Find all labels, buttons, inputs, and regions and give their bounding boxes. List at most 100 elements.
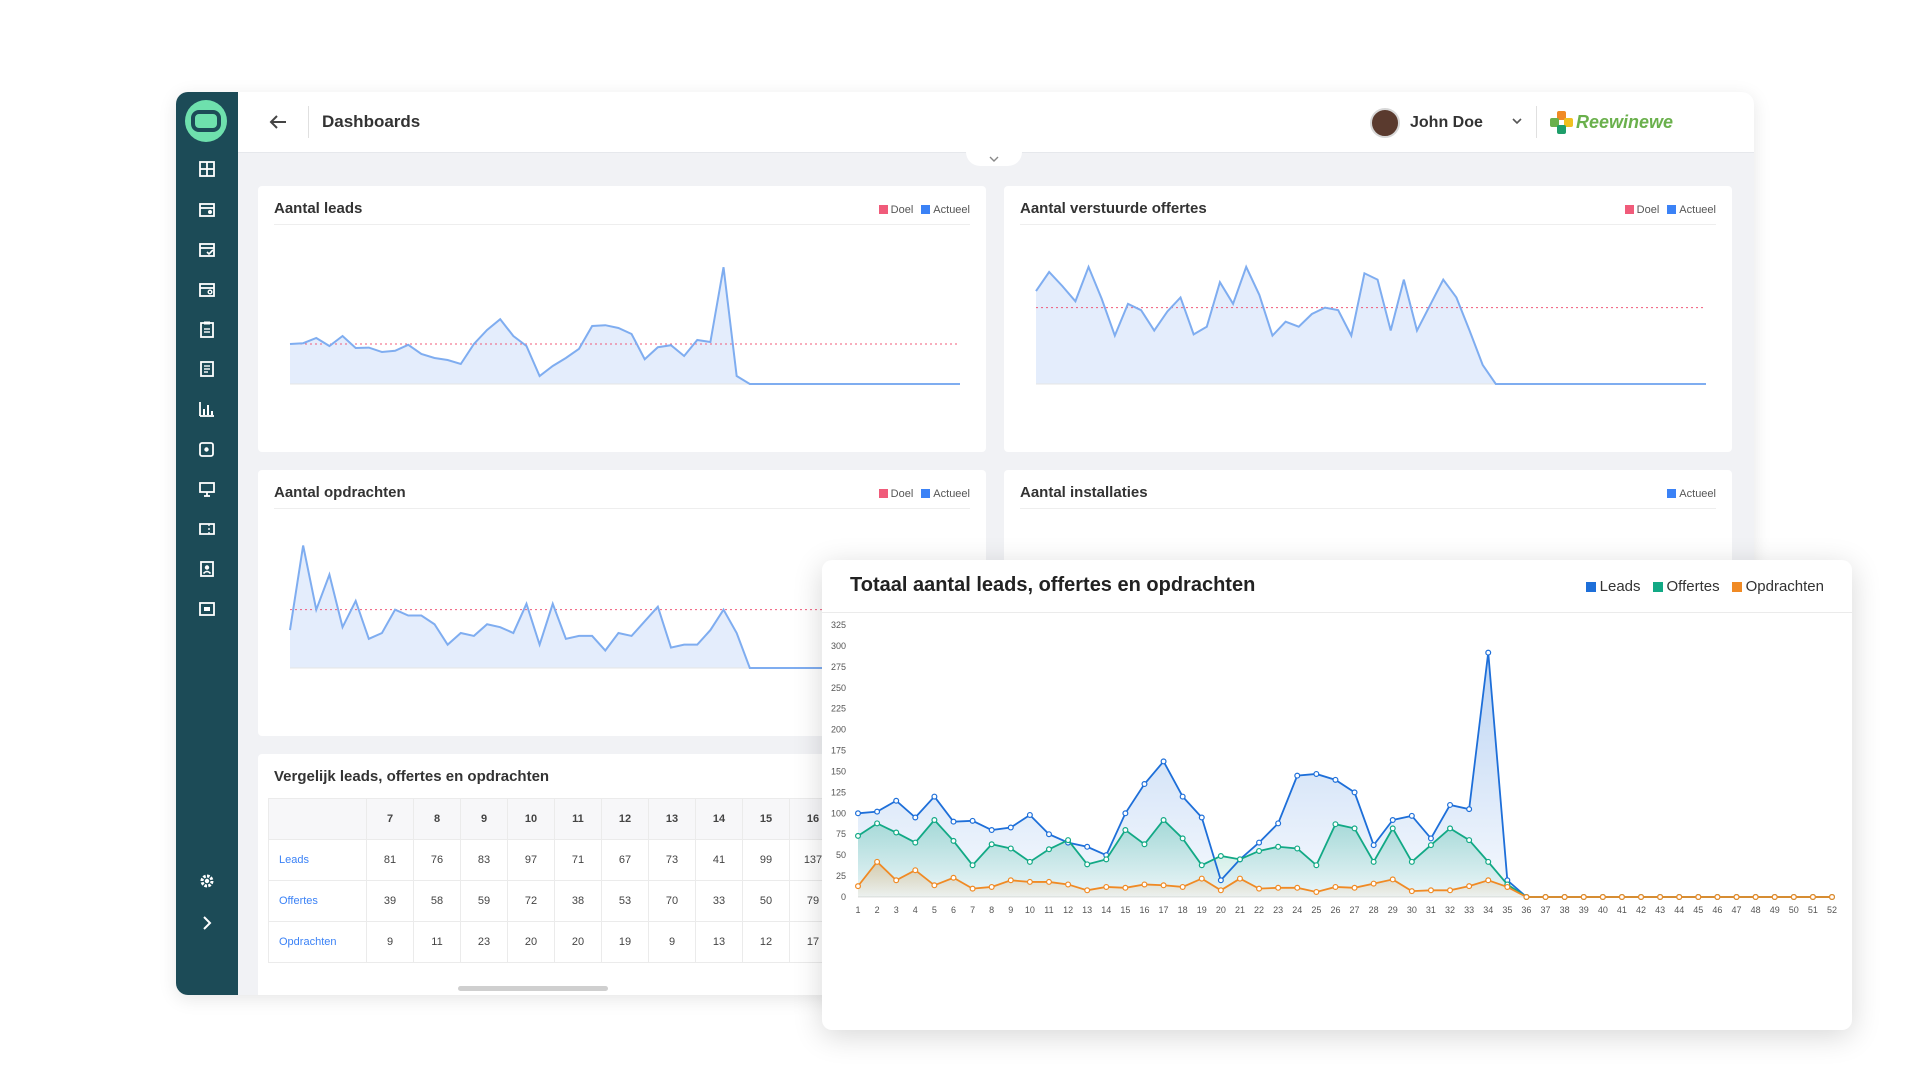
calendar-check-icon[interactable] [196,238,218,260]
x-tick-label: 11 [1044,905,1053,915]
table-cell: 97 [507,839,555,881]
document-icon[interactable] [196,358,218,380]
legend-item-actueel: Actueel [1667,204,1716,216]
x-tick-label: 23 [1273,905,1283,915]
x-tick-label: 24 [1292,905,1302,915]
data-point-opdrachten [1771,894,1778,901]
calendar-icon[interactable] [196,198,218,220]
card-title: Aantal installaties [1020,484,1148,501]
data-point-offertes [1122,827,1129,834]
x-tick-label: 16 [1139,905,1149,915]
avatar[interactable] [1370,108,1400,138]
data-point-opdrachten [1657,894,1664,901]
x-tick-label: 4 [913,905,918,915]
table-row-label[interactable]: Leads [268,839,367,881]
data-point-leads [969,817,976,824]
puzzle-icon[interactable] [196,438,218,460]
data-point-offertes [1294,845,1301,852]
card-legend: Doel Actueel [878,204,970,216]
presentation-icon[interactable] [196,478,218,500]
x-tick-label: 45 [1693,905,1703,915]
data-point-opdrachten [1160,882,1167,889]
legend-item-offertes[interactable]: Offertes [1652,578,1720,595]
table-cell: 33 [695,880,743,922]
calendar-user-icon[interactable] [196,278,218,300]
data-point-opdrachten [1141,881,1148,888]
data-point-offertes [1236,856,1243,863]
bar-chart-icon[interactable] [196,398,218,420]
mini-line [1035,264,1706,385]
data-point-leads [1370,842,1377,849]
data-point-opdrachten [1427,887,1434,894]
data-point-offertes [1351,825,1358,832]
data-point-opdrachten [1828,894,1835,901]
back-arrow-icon[interactable] [266,110,290,134]
data-point-offertes [1198,862,1205,869]
data-point-leads [1026,811,1033,818]
data-point-leads [1122,810,1129,817]
legend-item-actueel: Actueel [1667,488,1716,500]
data-point-opdrachten [1809,894,1816,901]
horizontal-scrollbar[interactable] [458,986,608,991]
data-point-opdrachten [874,858,881,865]
data-point-offertes [1256,847,1263,854]
app-logo-icon[interactable] [185,100,227,142]
x-tick-label: 12 [1063,905,1073,915]
table-cell: 76 [413,839,461,881]
data-point-opdrachten [1485,877,1492,884]
x-tick-label: 14 [1101,905,1111,915]
data-point-opdrachten [1542,894,1549,901]
data-point-leads [1256,839,1263,846]
data-point-opdrachten [1370,880,1377,887]
table-row-label[interactable]: Offertes [268,880,367,922]
data-point-opdrachten [1198,875,1205,882]
x-tick-label: 22 [1254,905,1264,915]
table-header-row: 7 8 9 10 11 12 13 14 15 16 [268,798,837,840]
data-point-leads [1351,789,1358,796]
data-point-offertes [950,837,957,844]
data-point-opdrachten [1313,888,1320,895]
ticket-icon[interactable] [196,518,218,540]
data-point-leads [1141,781,1148,788]
user-name[interactable]: John Doe [1410,114,1483,131]
chart-card-totaal: Totaal aantal leads, offertes en opdrach… [822,560,1852,1030]
table-header-cell: 12 [601,798,649,840]
data-point-opdrachten [969,885,976,892]
chevron-down-icon[interactable] [1510,114,1524,128]
data-point-offertes [969,862,976,869]
table-cell: 19 [601,921,649,963]
dashboard-grid-icon[interactable] [196,158,218,180]
data-point-offertes [1141,841,1148,848]
header-collapse-toggle[interactable] [966,152,1022,166]
mini-chart-offertes [1035,264,1706,385]
x-tick-label: 8 [989,905,994,915]
data-point-opdrachten [1351,884,1358,891]
x-tick-label: 37 [1541,905,1551,915]
data-point-offertes [1427,842,1434,849]
data-point-opdrachten [988,883,995,890]
clipboard-icon[interactable] [196,318,218,340]
data-point-offertes [1160,817,1167,824]
y-tick-label: 225 [831,704,846,714]
data-point-opdrachten [1733,894,1740,901]
table-cell: 53 [601,880,649,922]
chevron-right-icon[interactable] [196,912,218,934]
data-point-opdrachten [1045,878,1052,885]
data-point-opdrachten [1103,883,1110,890]
media-icon[interactable] [196,598,218,620]
data-point-offertes [1485,858,1492,865]
contact-card-icon[interactable] [196,558,218,580]
table-row-label[interactable]: Opdrachten [268,921,367,963]
data-point-opdrachten [1217,887,1224,894]
table-cell: 50 [742,880,790,922]
table-cell: 67 [601,839,649,881]
legend-item-leads[interactable]: Leads [1585,578,1641,595]
gear-icon[interactable] [196,870,218,892]
data-point-opdrachten [1447,887,1454,894]
table-corner-cell [268,798,367,840]
x-tick-label: 42 [1636,905,1646,915]
data-point-opdrachten [1638,894,1645,901]
data-point-opdrachten [1523,894,1530,901]
x-tick-label: 5 [932,905,937,915]
legend-item-opdrachten[interactable]: Opdrachten [1731,578,1824,595]
